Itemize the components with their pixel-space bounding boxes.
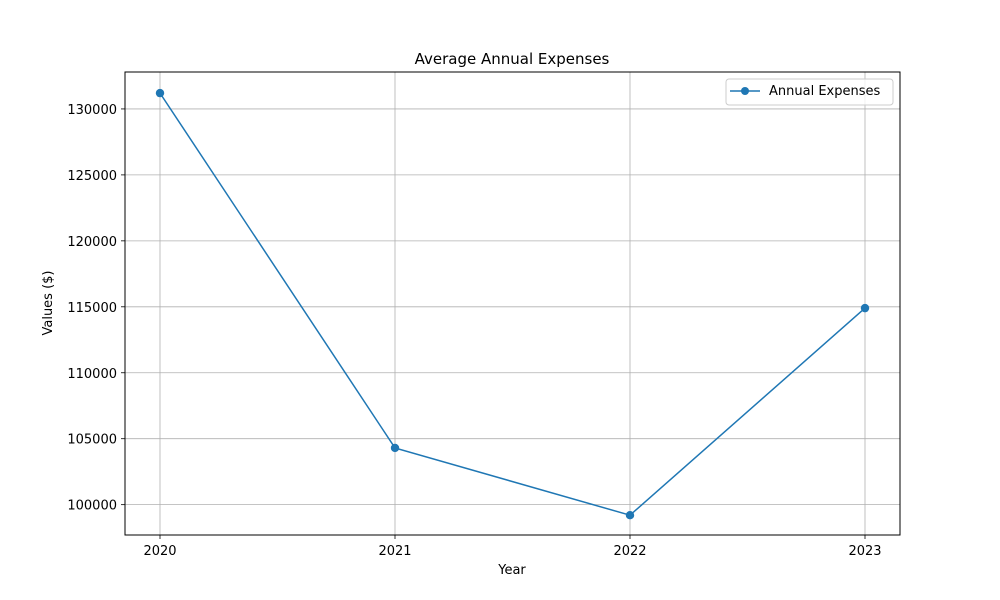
series-line — [160, 93, 865, 515]
y-tick-label: 110000 — [67, 367, 117, 382]
data-point-2021 — [391, 444, 399, 452]
x-tick-label: 2022 — [613, 544, 646, 559]
series-annual-expenses — [156, 89, 869, 520]
y-tick-label: 125000 — [67, 169, 117, 184]
y-tick-label: 105000 — [67, 433, 117, 448]
y-axis-ticks: 100000 105000 110000 115000 120000 125000 1300… — [67, 103, 125, 514]
x-axis-ticks: 2020 2021 2022 2023 — [143, 535, 881, 559]
legend-marker-swatch — [741, 87, 749, 95]
legend: Annual Expenses — [726, 79, 893, 105]
chart-title: Average Annual Expenses — [415, 50, 610, 68]
x-axis-title: Year — [497, 563, 526, 578]
y-axis-title: Values ($) — [41, 270, 56, 335]
x-tick-label: 2021 — [378, 544, 411, 559]
y-tick-label: 115000 — [67, 301, 117, 316]
data-point-2020 — [156, 89, 164, 97]
y-tick-label: 130000 — [67, 103, 117, 118]
grid-lines — [125, 72, 900, 535]
data-point-2023 — [861, 304, 869, 312]
plot-area-frame — [125, 72, 900, 535]
y-tick-label: 100000 — [67, 499, 117, 514]
x-tick-label: 2020 — [143, 544, 176, 559]
data-point-2022 — [626, 511, 634, 519]
y-tick-label: 120000 — [67, 235, 117, 250]
x-tick-label: 2023 — [848, 544, 881, 559]
legend-label: Annual Expenses — [769, 84, 880, 99]
